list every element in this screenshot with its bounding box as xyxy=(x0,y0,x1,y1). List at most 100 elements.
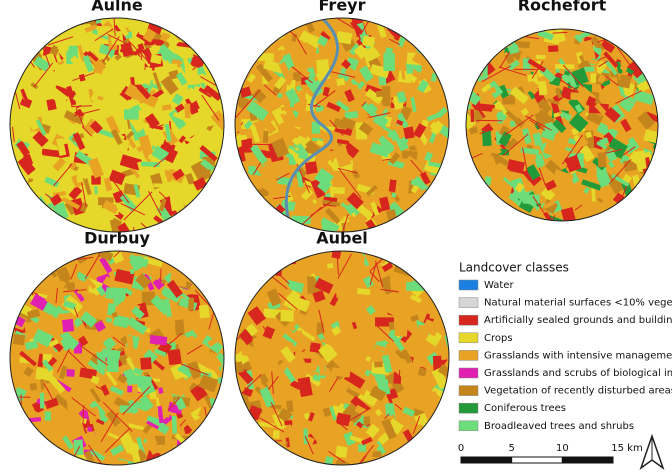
road xyxy=(71,397,96,417)
land-patch xyxy=(53,306,60,315)
road xyxy=(155,124,164,128)
land-patch xyxy=(187,297,195,311)
land-patch xyxy=(374,408,383,417)
land-patch xyxy=(41,148,62,158)
land-patch xyxy=(87,50,99,62)
land-patch xyxy=(10,361,23,370)
road xyxy=(71,105,93,108)
land-patch xyxy=(288,294,311,313)
land-patch xyxy=(90,375,100,385)
land-patch xyxy=(353,106,370,123)
land-patch xyxy=(559,48,573,62)
land-patch xyxy=(72,132,86,151)
land-patch xyxy=(84,277,97,290)
land-patch xyxy=(535,54,546,60)
land-patch xyxy=(198,87,213,98)
land-patch xyxy=(514,182,525,193)
road xyxy=(181,363,209,376)
road xyxy=(35,208,53,222)
land-patch xyxy=(331,367,351,378)
land-patch xyxy=(158,198,167,212)
road xyxy=(562,64,584,88)
land-patch xyxy=(581,179,602,191)
land-patch xyxy=(73,439,84,456)
land-patch xyxy=(350,20,364,35)
land-patch xyxy=(172,168,185,181)
road xyxy=(412,415,421,435)
land-patch xyxy=(568,113,589,133)
land-patch xyxy=(135,205,148,218)
land-patch xyxy=(133,70,145,85)
land-patch xyxy=(296,326,316,342)
land-patch xyxy=(597,74,607,84)
land-patch xyxy=(417,79,429,93)
road xyxy=(631,197,638,211)
road xyxy=(394,403,403,411)
land-patch xyxy=(152,71,162,91)
land-patch xyxy=(345,221,356,232)
land-patch xyxy=(109,385,124,396)
road xyxy=(120,202,146,216)
land-patch xyxy=(117,373,128,384)
land-patch xyxy=(179,310,199,329)
land-patch xyxy=(119,405,135,413)
land-patch xyxy=(19,350,37,367)
land-patch xyxy=(99,256,113,274)
land-patch xyxy=(374,361,383,368)
road xyxy=(113,180,130,204)
road xyxy=(375,324,395,343)
land-patch xyxy=(625,67,634,75)
land-patch xyxy=(63,110,84,125)
land-patch xyxy=(149,130,156,134)
land-patch xyxy=(336,77,346,87)
road xyxy=(328,451,346,463)
land-patch xyxy=(535,153,546,167)
road xyxy=(339,169,362,199)
land-patch xyxy=(102,148,112,161)
land-patch xyxy=(235,361,245,375)
land-patch xyxy=(392,362,411,380)
land-patch xyxy=(147,153,164,164)
road xyxy=(276,172,290,181)
land-patch xyxy=(308,412,315,422)
land-patch xyxy=(177,363,194,381)
land-patch xyxy=(87,360,106,376)
road xyxy=(24,279,37,290)
land-patch xyxy=(336,30,353,45)
land-patch xyxy=(397,112,409,129)
road xyxy=(238,373,262,396)
land-patch xyxy=(80,134,98,157)
land-patch xyxy=(571,67,589,86)
land-patch xyxy=(110,30,124,45)
land-patch xyxy=(203,84,222,102)
land-patch xyxy=(278,61,293,82)
land-patch xyxy=(66,369,75,377)
road xyxy=(604,148,623,154)
land-patch xyxy=(66,85,77,106)
road xyxy=(128,40,151,64)
road xyxy=(337,167,358,174)
map xyxy=(466,29,658,221)
road xyxy=(304,435,314,455)
legend-label: Artificially sealed grounds and building… xyxy=(484,315,672,326)
road xyxy=(235,47,243,65)
land-patch xyxy=(358,444,367,452)
land-patch xyxy=(365,305,376,316)
land-patch xyxy=(154,348,167,357)
land-patch xyxy=(322,86,330,97)
land-patch xyxy=(295,262,308,280)
land-patch xyxy=(349,435,363,444)
land-patch xyxy=(250,144,268,165)
land-patch xyxy=(108,169,126,186)
map-title: Freyr xyxy=(319,0,366,15)
land-patch xyxy=(495,111,508,122)
land-patch xyxy=(148,310,163,317)
land-patch xyxy=(377,432,390,445)
land-patch xyxy=(553,169,574,184)
land-patch xyxy=(23,366,34,378)
land-patch xyxy=(502,176,516,189)
land-patch xyxy=(561,97,569,108)
road xyxy=(574,204,583,211)
land-patch xyxy=(178,371,189,379)
land-patch xyxy=(562,188,581,203)
